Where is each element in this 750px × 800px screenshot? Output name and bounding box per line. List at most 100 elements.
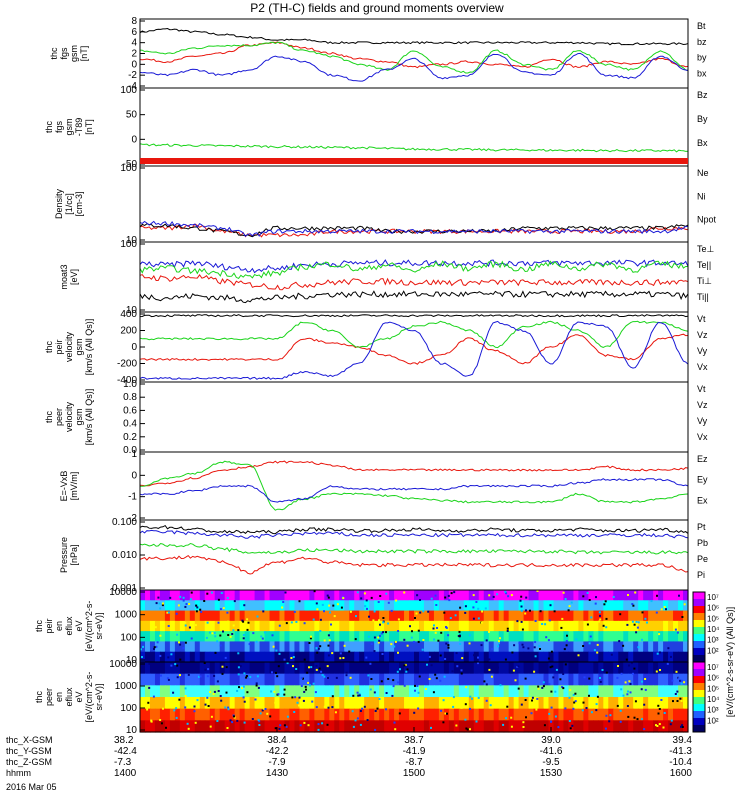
spectrogram-cell — [284, 708, 291, 721]
spectrogram-cell — [638, 673, 644, 686]
spectrogram-cell — [334, 610, 340, 622]
spectrogram-speckle — [242, 620, 245, 623]
spectrogram-cell — [573, 631, 579, 643]
spectrogram-cell — [309, 610, 315, 622]
spectrogram-speckle — [565, 644, 568, 647]
spectrogram-cell — [404, 641, 410, 653]
spectrogram-cell — [653, 610, 659, 622]
spectrogram-speckle — [477, 656, 479, 659]
spectrogram-speckle — [158, 602, 161, 605]
spectrogram-cell — [608, 590, 614, 601]
spectrogram-cell — [399, 708, 405, 721]
spectrogram-speckle — [577, 654, 580, 657]
spectrogram-speckle — [593, 649, 596, 652]
spectrogram-cell — [663, 720, 669, 733]
spectrogram-cell — [488, 697, 495, 710]
spectrogram-cell — [274, 590, 281, 601]
spectrogram-speckle — [527, 647, 530, 650]
spectrogram-cell — [603, 610, 609, 622]
spectrogram-cell — [374, 697, 380, 710]
spectrogram-speckle — [243, 604, 246, 607]
spectrogram-speckle — [312, 682, 315, 685]
spectrogram-cell — [224, 610, 231, 622]
spectrogram-cell — [683, 662, 689, 675]
spectrogram-cell — [309, 662, 315, 675]
spectrogram-speckle — [449, 617, 452, 619]
spectrogram-speckle — [450, 652, 452, 655]
spectrogram-speckle — [238, 686, 240, 689]
spectrogram-cell — [259, 641, 266, 653]
spectrogram-cell — [453, 662, 460, 675]
spectrogram-cell — [179, 662, 186, 675]
spectrogram-cell — [284, 697, 291, 710]
spectrogram-cell — [483, 720, 490, 733]
spectrogram-cell — [443, 685, 450, 698]
spectrogram-cell — [379, 620, 385, 632]
spectrogram-cell — [423, 662, 430, 675]
spectrogram-speckle — [194, 624, 197, 627]
spectrogram-speckle — [393, 645, 396, 648]
spectrogram-cell — [229, 673, 236, 686]
spectrogram-cell — [204, 590, 211, 601]
spectrogram-speckle — [336, 603, 339, 606]
spectrogram-cell — [349, 662, 355, 675]
spectrogram-speckle — [261, 709, 264, 712]
spectrogram-cell — [428, 673, 435, 686]
spectrogram-cell — [379, 651, 385, 663]
spectrogram-speckle — [582, 595, 585, 598]
spectrogram-cell — [533, 708, 540, 721]
spectrogram-cell — [184, 600, 191, 612]
y-tick-label: 10 — [126, 305, 138, 316]
x-tick-label: -9.5 — [542, 757, 560, 768]
spectrogram-cell — [244, 651, 251, 663]
spectrogram-speckle — [248, 643, 251, 646]
spectrogram-speckle — [259, 712, 262, 715]
spectrogram-speckle — [539, 648, 541, 650]
spectrogram-speckle — [445, 626, 448, 629]
colorbar-segment — [693, 690, 705, 698]
spectrogram-cell — [174, 610, 181, 622]
spectrogram-speckle — [356, 691, 359, 694]
spectrogram-speckle — [464, 703, 467, 706]
spectrogram-speckle — [152, 695, 155, 698]
spectrogram-cell — [329, 620, 335, 632]
series-line-Npot — [139, 220, 689, 238]
spectrogram-cell — [538, 610, 545, 622]
spectrogram-speckle — [306, 671, 309, 674]
spectrogram-speckle — [242, 696, 245, 699]
spectrogram-cell — [648, 651, 654, 663]
spectrogram-cell — [493, 720, 500, 733]
spectrogram-cell — [673, 641, 679, 653]
spectrogram-cell — [189, 708, 196, 721]
spectrogram-cell — [653, 600, 659, 612]
spectrogram-cell — [214, 708, 221, 721]
spectrogram-speckle — [166, 611, 169, 614]
spectrogram-cell — [179, 590, 186, 601]
spectrogram-cell — [344, 685, 350, 698]
spectrogram-cell — [204, 697, 211, 710]
spectrogram-cell — [458, 620, 465, 632]
spectrogram-speckle — [154, 626, 157, 629]
spectrogram-cell — [259, 697, 266, 710]
spectrogram-cell — [334, 641, 340, 653]
spectrogram-speckle — [166, 677, 169, 680]
spectrogram-cell — [219, 720, 226, 733]
spectrogram-cell — [209, 673, 216, 686]
spectrogram-cell — [279, 673, 286, 686]
spectrogram-speckle — [249, 676, 252, 678]
spectrogram-speckle — [271, 671, 273, 674]
spectrogram-cell — [453, 600, 460, 612]
spectrogram-speckle — [427, 610, 430, 613]
spectrogram-cell — [668, 600, 674, 612]
spectrogram-speckle — [511, 651, 514, 654]
spectrogram-speckle — [243, 672, 246, 675]
spectrogram-cell — [409, 697, 415, 710]
spectrogram-cell — [404, 631, 410, 643]
spectrogram-cell — [239, 662, 246, 675]
spectrogram-speckle — [488, 630, 490, 633]
spectrogram-speckle — [393, 721, 396, 724]
spectrogram-speckle — [193, 705, 196, 708]
x-axis-row-label: thc_Z-GSM — [6, 757, 52, 767]
spectrogram-cell — [483, 708, 490, 721]
spectrogram-cell — [354, 708, 360, 721]
